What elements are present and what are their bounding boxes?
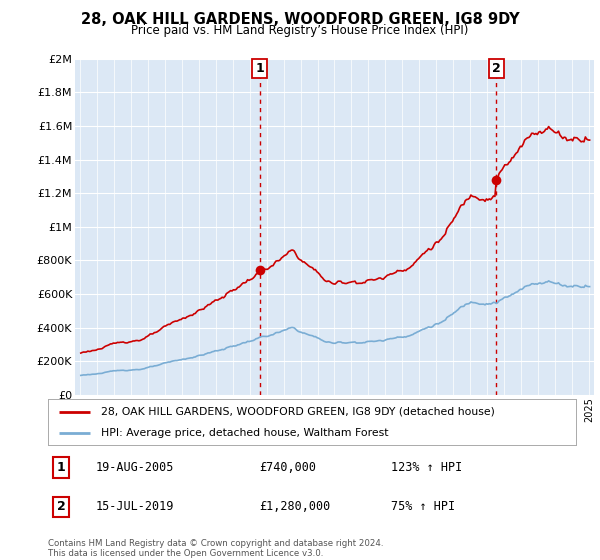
Text: 19-AUG-2005: 19-AUG-2005 xyxy=(95,461,174,474)
Text: 28, OAK HILL GARDENS, WOODFORD GREEN, IG8 9DY (detached house): 28, OAK HILL GARDENS, WOODFORD GREEN, IG… xyxy=(101,407,494,417)
Text: 123% ↑ HPI: 123% ↑ HPI xyxy=(391,461,463,474)
Text: 15-JUL-2019: 15-JUL-2019 xyxy=(95,500,174,514)
Text: HPI: Average price, detached house, Waltham Forest: HPI: Average price, detached house, Walt… xyxy=(101,428,388,438)
Text: 1: 1 xyxy=(256,62,264,75)
Text: £740,000: £740,000 xyxy=(259,461,316,474)
Text: 75% ↑ HPI: 75% ↑ HPI xyxy=(391,500,455,514)
Text: 28, OAK HILL GARDENS, WOODFORD GREEN, IG8 9DY: 28, OAK HILL GARDENS, WOODFORD GREEN, IG… xyxy=(80,12,520,27)
Text: 2: 2 xyxy=(57,500,65,514)
Text: Contains HM Land Registry data © Crown copyright and database right 2024.
This d: Contains HM Land Registry data © Crown c… xyxy=(48,539,383,558)
Text: Price paid vs. HM Land Registry’s House Price Index (HPI): Price paid vs. HM Land Registry’s House … xyxy=(131,24,469,36)
Text: 2: 2 xyxy=(492,62,501,75)
Text: £1,280,000: £1,280,000 xyxy=(259,500,331,514)
Text: 1: 1 xyxy=(57,461,65,474)
